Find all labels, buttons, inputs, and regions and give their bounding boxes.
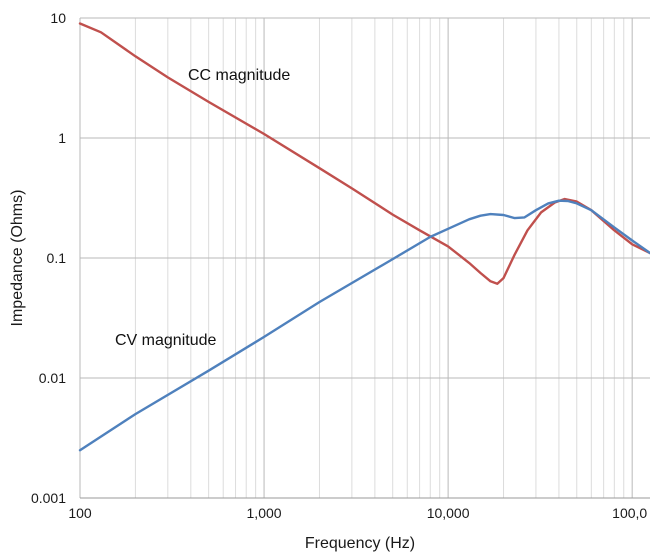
- y-tick-label: 1: [58, 130, 66, 146]
- y-tick-label: 10: [50, 10, 66, 26]
- cv-magnitude-line: [78, 199, 650, 452]
- series-layer: [78, 22, 650, 452]
- x-tick-label: 1,000: [247, 505, 282, 521]
- y-tick-label: 0.001: [31, 490, 66, 506]
- cc-annotation: CC magnitude: [188, 67, 290, 84]
- y-tick-label: 0.01: [39, 370, 66, 386]
- y-tick-label: 0.1: [47, 250, 67, 266]
- x-axis-label: Frequency (Hz): [305, 535, 415, 552]
- cc-magnitude-line: [78, 22, 650, 285]
- x-tick-label: 100,0: [612, 505, 647, 521]
- x-tick-label: 100: [68, 505, 92, 521]
- tick-labels: 100 1,000 10,000 100,0 10 1 0.1 0.01 0.001: [31, 10, 647, 521]
- x-tick-label: 10,000: [427, 505, 470, 521]
- y-axis-label: Impedance (Ohms): [9, 190, 26, 327]
- annotations: CC magnitude CV magnitude: [115, 67, 290, 349]
- grid-lines: [79, 17, 650, 499]
- cv-annotation: CV magnitude: [115, 332, 216, 349]
